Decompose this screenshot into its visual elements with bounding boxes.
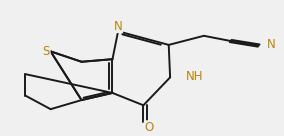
Text: NH: NH [185,69,203,83]
Text: S: S [43,45,50,58]
Text: N: N [114,20,122,33]
Text: O: O [144,121,154,134]
Text: N: N [267,38,276,51]
